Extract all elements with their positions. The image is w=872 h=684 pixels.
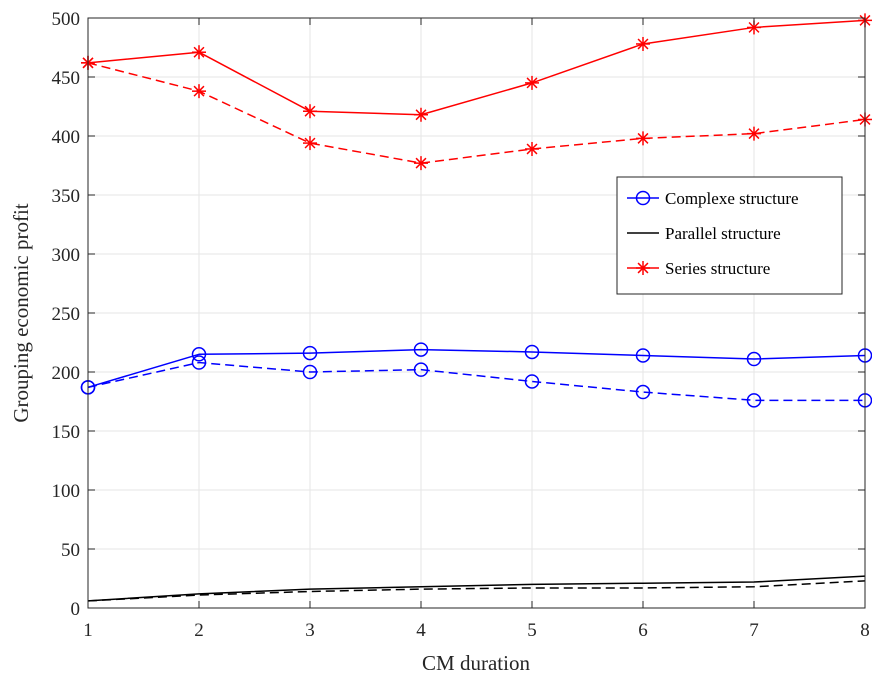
series-line [87,62,866,164]
data-point [636,36,650,51]
legend-marker [636,261,650,275]
data-point [525,141,539,156]
asterisk-stroke [304,137,316,149]
asterisk-stroke [193,46,205,58]
y-tick-label: 0 [71,599,81,620]
y-tick-label: 300 [52,245,81,266]
legend: Complexe structure Parallel structure Seri… [616,176,843,295]
y-tick-label: 500 [52,9,81,30]
asterisk-stroke [748,128,760,140]
legend-item: Complexe structure [627,189,799,208]
asterisk-stroke [193,85,205,97]
y-tick-label: 400 [52,127,81,148]
y-tick-label: 250 [52,304,81,325]
y-tick-label: 200 [52,363,81,384]
asterisk-stroke [748,21,760,33]
series-line [87,580,866,602]
legend-label: Complexe structure [665,189,799,208]
asterisk-stroke [415,157,427,169]
data-point [524,374,540,389]
data-point [192,45,206,60]
series-line [87,19,866,116]
asterisk-stroke [526,77,538,89]
legend-item: Series structure [627,259,770,278]
data-point [191,355,207,370]
y-tick-label: 150 [52,422,81,443]
asterisk-stroke [415,109,427,121]
data-point [303,104,317,119]
data-point [524,344,540,360]
y-tick-label: 350 [52,186,81,207]
data-point [746,393,762,408]
x-tick-label: 3 [305,620,315,641]
y-tick-label: 50 [61,540,80,561]
asterisk-stroke [304,105,316,117]
y-tick-label: 100 [52,481,81,502]
data-point [747,126,761,141]
data-point [525,75,539,90]
data-point [635,348,651,363]
data-point [413,342,429,357]
legend-box [616,176,843,295]
asterisk-stroke [637,38,649,50]
data-point [746,351,762,367]
y-axis-title: Grouping economic profit [9,203,33,422]
asterisk-stroke [526,143,538,155]
x-tick-label: 2 [194,620,204,641]
data-point [414,156,428,171]
x-tick-label: 1 [83,620,93,641]
series-parallel-structure-dashed [87,580,866,602]
series-line [87,361,865,402]
x-axis-title: CM duration [422,651,530,675]
legend-marker [635,190,651,206]
ticks: 1 2 3 4 5 6 7 8 0 50 100 150 200 250 300 350 400 450 500 [52,9,870,641]
series-line [87,348,866,389]
data-point [414,107,428,122]
data-point [302,364,318,380]
data-point [636,131,650,146]
series-parallel-structure-solid [87,575,866,602]
asterisk-stroke [637,132,649,144]
asterisk-stroke [637,262,649,274]
data-point [303,136,317,151]
x-tick-label: 8 [860,620,870,641]
series-series-structure-dashed [81,55,872,171]
data-point [635,384,651,400]
legend-item: Parallel structure [627,224,781,243]
series-line [87,575,866,602]
legend-label: Parallel structure [665,224,781,243]
data-point [302,345,318,361]
x-tick-label: 7 [749,620,759,641]
data-point [192,84,206,99]
data-point [413,362,429,377]
x-tick-label: 4 [416,620,426,641]
data-point [191,347,207,362]
y-tick-label: 450 [52,68,81,89]
x-tick-label: 5 [527,620,537,641]
series-group [80,13,872,602]
legend-label: Series structure [665,259,770,278]
x-tick-label: 6 [638,620,648,641]
